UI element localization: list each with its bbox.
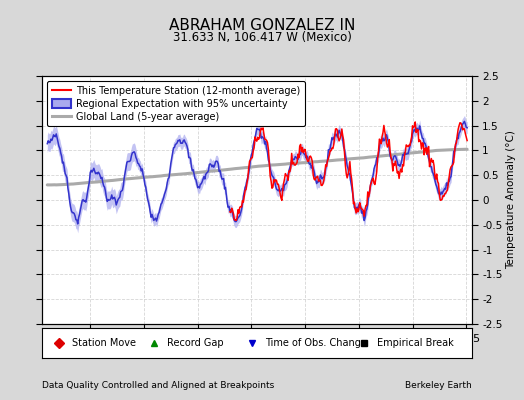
Text: Empirical Break: Empirical Break	[377, 338, 454, 348]
Text: Station Move: Station Move	[72, 338, 136, 348]
Text: Record Gap: Record Gap	[167, 338, 223, 348]
Legend: This Temperature Station (12-month average), Regional Expectation with 95% uncer: This Temperature Station (12-month avera…	[47, 81, 305, 126]
Text: Berkeley Earth: Berkeley Earth	[405, 381, 472, 390]
Text: Data Quality Controlled and Aligned at Breakpoints: Data Quality Controlled and Aligned at B…	[42, 381, 274, 390]
Text: 31.633 N, 106.417 W (Mexico): 31.633 N, 106.417 W (Mexico)	[172, 32, 352, 44]
Y-axis label: Temperature Anomaly (°C): Temperature Anomaly (°C)	[507, 130, 517, 270]
Text: ABRAHAM GONZALEZ IN: ABRAHAM GONZALEZ IN	[169, 18, 355, 34]
Text: Time of Obs. Change: Time of Obs. Change	[265, 338, 367, 348]
